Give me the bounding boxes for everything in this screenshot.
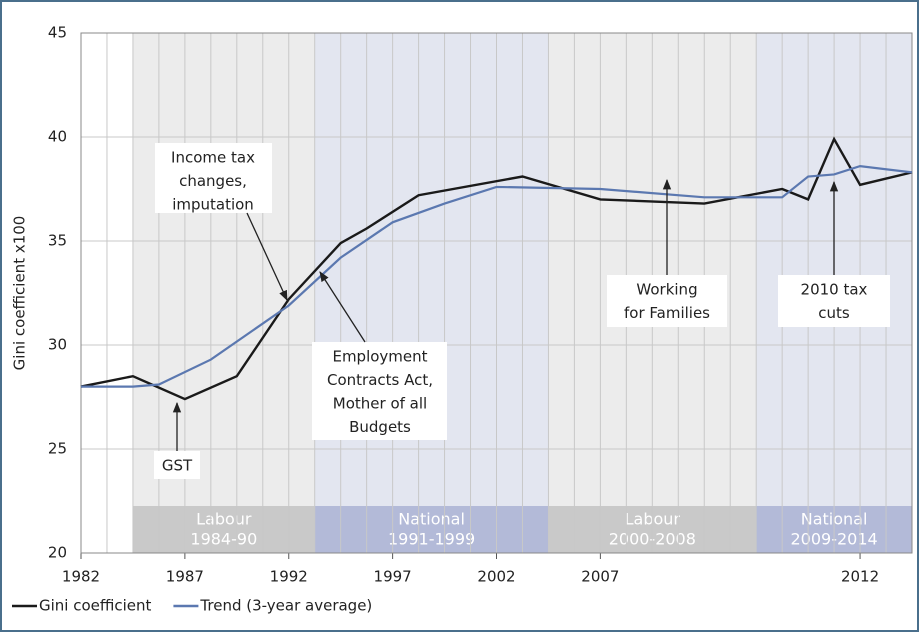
y-tick-label: 40	[48, 128, 67, 146]
annotation-text: Employment	[332, 348, 427, 366]
period-years: 1991-1999	[388, 530, 475, 549]
x-tick-label: 2007	[581, 568, 619, 586]
legend-label: Gini coefficient	[39, 597, 152, 615]
annotation-text: for Families	[624, 304, 710, 322]
x-tick-label: 2012	[841, 568, 879, 586]
annotation-box	[154, 451, 200, 479]
plot-border	[80, 32, 913, 554]
annotation-text: imputation	[172, 196, 254, 214]
x-tick-label: 1982	[62, 568, 100, 586]
period-party: National	[398, 510, 465, 529]
annotation-text: Mother of all	[333, 395, 427, 413]
annotation-text: Budgets	[349, 418, 411, 436]
y-tick-label: 35	[48, 232, 67, 250]
x-tick-label: 1987	[166, 568, 204, 586]
annotation-text: Income tax	[171, 149, 255, 167]
annotation-text: changes,	[179, 172, 247, 190]
period-years: 1984-90	[190, 530, 257, 549]
period-band	[132, 506, 315, 553]
annotation-arrow	[246, 212, 288, 301]
annotation-text: Contracts Act,	[327, 371, 433, 389]
annotation-box	[312, 342, 447, 440]
y-tick-label: 25	[48, 440, 67, 458]
annotation-box	[607, 275, 727, 327]
x-tick-label: 2002	[477, 568, 515, 586]
x-tick-label: 1992	[270, 568, 308, 586]
annotation-text: 2010 tax	[801, 281, 868, 299]
y-tick-label: 45	[48, 24, 67, 42]
period-shade	[314, 33, 549, 553]
series-line	[80, 136, 913, 401]
x-tick-label: 1997	[374, 568, 412, 586]
annotation-box	[155, 143, 272, 213]
y-tick-label: 20	[48, 544, 67, 562]
period-party: Labour	[196, 510, 252, 529]
annotation-box	[778, 275, 890, 327]
annotation-text: Working	[636, 281, 697, 299]
annotation-text: cuts	[818, 304, 850, 322]
y-tick-label: 30	[48, 336, 67, 354]
series-line	[81, 164, 913, 388]
legend-label: Trend (3-year average)	[199, 597, 372, 615]
annotation-text: GST	[162, 457, 193, 475]
period-band	[314, 506, 549, 553]
y-axis-label: Gini coefficient x100	[11, 216, 29, 371]
annotation-arrow	[319, 271, 366, 343]
